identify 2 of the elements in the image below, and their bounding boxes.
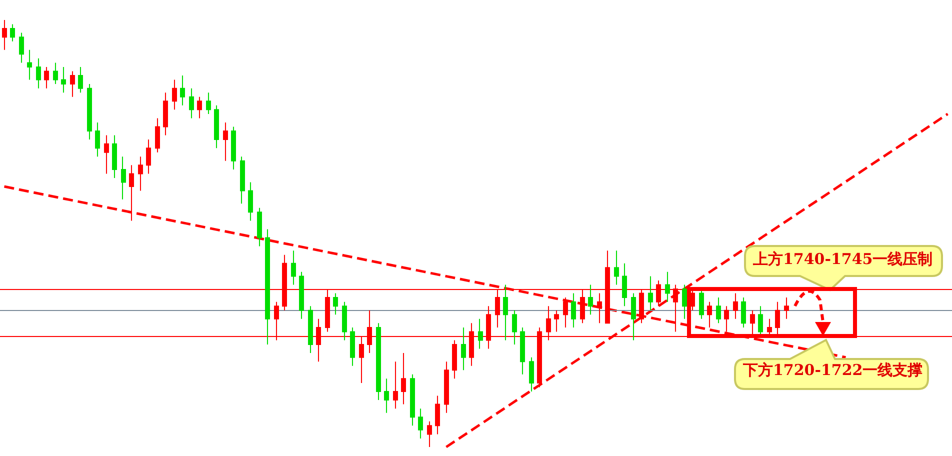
annotation: 下方1720-1722一线支撑 <box>742 360 924 381</box>
annotation: 上方1740-1745一线压制 <box>752 249 934 270</box>
